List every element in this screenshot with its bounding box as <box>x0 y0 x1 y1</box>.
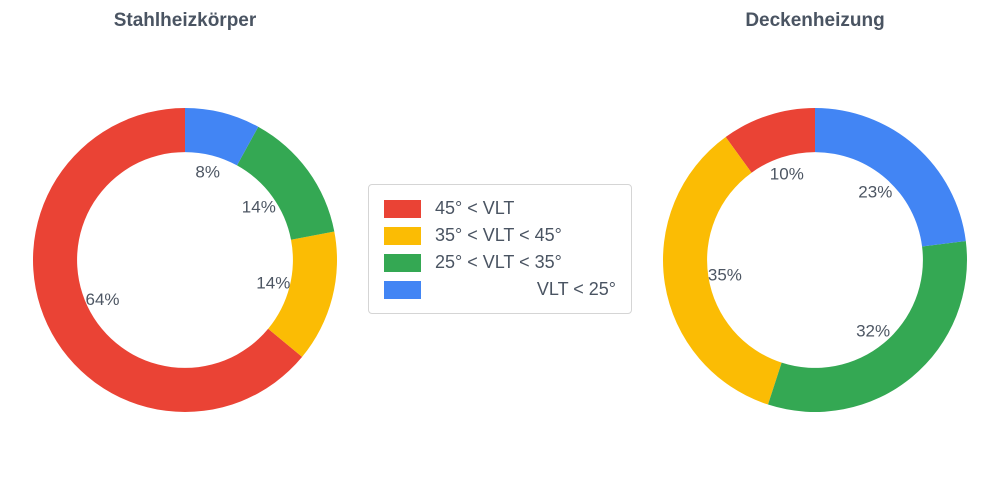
legend-item: 45° < VLT <box>384 195 616 222</box>
donut-chart-deckenheizung: 10% 35% 32% 23% <box>663 108 967 412</box>
donut-segment <box>663 137 782 405</box>
legend-item-label: VLT < 25° <box>536 279 616 299</box>
percentage-label: 14% <box>256 274 290 293</box>
legend-swatch-icon <box>384 280 421 299</box>
donut-segment <box>33 108 303 413</box>
percentage-label: 14% <box>242 197 276 216</box>
legend-item-label: 25° < VLT < 35° <box>435 252 562 272</box>
percentage-label: 35% <box>708 265 742 284</box>
legend-item: 25° < VLT < 35° <box>384 249 616 276</box>
percentage-label: 64% <box>85 290 119 309</box>
donut-segment <box>236 126 335 240</box>
legend-item-label: 35° < VLT < 45° <box>435 225 562 245</box>
legend: 45° < VLT 35° < VLT < 45° 25° < VLT < 35° V… <box>368 184 632 314</box>
legend-swatch-icon <box>384 199 421 218</box>
percentage-label: 23% <box>858 183 892 202</box>
legend-swatch-icon <box>384 226 421 245</box>
legend-item: VLT < 25° <box>384 276 616 303</box>
donut-segment <box>185 108 259 166</box>
legend-item-label: 45° < VLT <box>435 198 515 218</box>
donut-segment <box>725 108 815 173</box>
donut-chart-stahlheizkoerper: 64% 14% 14% 8% <box>33 108 338 413</box>
percentage-label: 10% <box>770 164 804 183</box>
legend-swatch-icon <box>384 253 421 272</box>
donut-segment <box>815 108 966 247</box>
legend-item: 35° < VLT < 45° <box>384 222 616 249</box>
donut-segment <box>768 240 967 412</box>
chart-title-deckenheizung: Deckenheizung <box>745 10 885 31</box>
percentage-label: 8% <box>195 163 220 182</box>
donut-segment <box>268 231 338 357</box>
chart-title-stahlheizkoerper: Stahlheizkörper <box>113 10 257 31</box>
percentage-label: 32% <box>856 321 890 340</box>
